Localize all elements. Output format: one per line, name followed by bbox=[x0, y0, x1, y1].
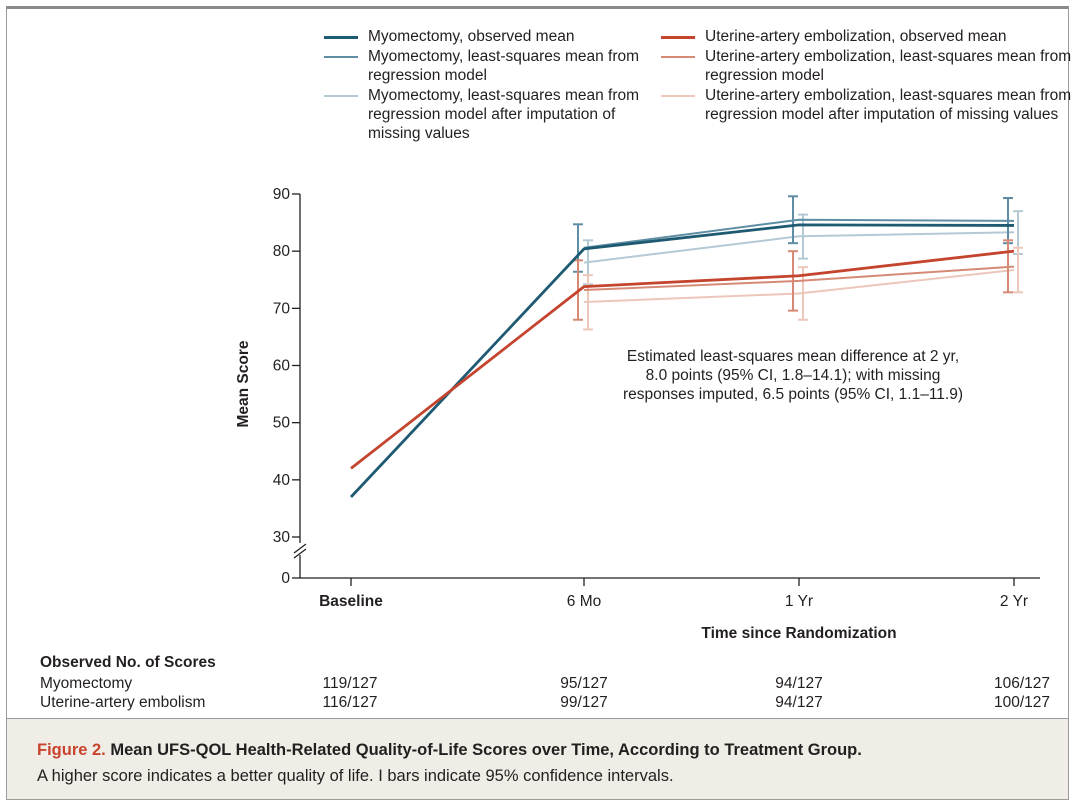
legend-entry: Uterine-artery embolization, least-squar… bbox=[661, 86, 1075, 124]
x-tick-label: 1 Yr bbox=[785, 593, 813, 610]
legend-swatch bbox=[661, 36, 695, 39]
error-bar bbox=[788, 195, 798, 245]
y-tick-label: 60 bbox=[273, 358, 291, 375]
figure-frame bbox=[6, 6, 1069, 800]
counts-row: Myomectomy 119/127 95/127 94/127 106/127 bbox=[40, 674, 1050, 693]
series-line bbox=[583, 269, 1015, 304]
line-chart: 0 30 40 50 60 70 80 90 Baseline 6 Mo 1 Yr 2 Yr Time … bbox=[235, 186, 1040, 642]
series-line bbox=[583, 231, 1015, 264]
counts-cell: 119/127 bbox=[322, 675, 378, 692]
y-axis-title: Mean Score bbox=[235, 340, 252, 427]
legend-swatch bbox=[324, 36, 358, 39]
error-bar bbox=[798, 213, 808, 260]
counts-cell: 106/127 bbox=[993, 675, 1050, 692]
figure-title: Mean UFS-QOL Health-Related Quality-of-L… bbox=[110, 741, 862, 759]
counts-cell: 94/127 bbox=[775, 675, 823, 692]
legend-swatch bbox=[324, 95, 358, 97]
series-line bbox=[583, 218, 1015, 249]
legend-label: Uterine-artery embolization, observed me… bbox=[705, 28, 1007, 45]
counts-row: Uterine-artery embolism 116/127 99/127 94/1… bbox=[40, 693, 1050, 712]
legend-myomectomy: Myomectomy, observed mean Myomectomy, lea… bbox=[324, 27, 644, 144]
counts-cell: 99/127 bbox=[560, 694, 608, 711]
annotation-text: Estimated least-squares mean difference … bbox=[623, 348, 963, 403]
legend-entry: Uterine-artery embolization, least-squar… bbox=[661, 47, 1075, 85]
legend-entry: Myomectomy, least-squares mean from regr… bbox=[324, 86, 668, 143]
error-bar bbox=[583, 274, 593, 331]
counts-row-label: Myomectomy bbox=[40, 675, 133, 692]
axis-break-mark bbox=[293, 548, 307, 559]
legend-label: Uterine-artery embolization, least-squar… bbox=[705, 48, 1072, 84]
y-tick-label: 30 bbox=[273, 529, 291, 546]
counts-cell: 95/127 bbox=[560, 675, 608, 692]
y-tick-label: 70 bbox=[273, 300, 291, 317]
legend-swatch bbox=[661, 56, 695, 58]
counts-cell: 100/127 bbox=[993, 694, 1050, 711]
observed-counts-table: Observed No. of Scores Myomectomy 119/127… bbox=[40, 652, 1050, 712]
x-tick-label: Baseline bbox=[319, 593, 383, 610]
legend-label: Myomectomy, observed mean bbox=[368, 28, 575, 45]
error-bar bbox=[788, 250, 798, 312]
axis-break-mark bbox=[293, 543, 307, 554]
annotation-line: 8.0 points (95% CI, 1.8–14.1); with miss… bbox=[646, 367, 941, 384]
annotation-line: Estimated least-squares mean difference … bbox=[627, 348, 959, 365]
legend-uae: Uterine-artery embolization, observed me… bbox=[661, 27, 1071, 125]
annotation-line: responses imputed, 6.5 points (95% CI, 1… bbox=[623, 386, 963, 403]
series-line bbox=[583, 265, 1015, 292]
x-tick-label: 2 Yr bbox=[1000, 593, 1028, 610]
y-tick-label: 0 bbox=[281, 570, 290, 587]
error-bar bbox=[1013, 246, 1023, 294]
y-tick-label: 40 bbox=[273, 472, 291, 489]
legend-entry: Uterine-artery embolization, observed me… bbox=[661, 27, 1075, 46]
legend-swatch bbox=[324, 56, 358, 58]
legend-label: Myomectomy, least-squares mean from regr… bbox=[368, 48, 640, 84]
error-bar bbox=[1003, 239, 1013, 294]
counts-header: Observed No. of Scores bbox=[40, 654, 216, 671]
legend-entry: Myomectomy, observed mean bbox=[324, 27, 668, 46]
figure-caption: Figure 2. Mean UFS-QOL Health-Related Qu… bbox=[7, 718, 1068, 799]
counts-cell: 94/127 bbox=[775, 694, 823, 711]
legend-label: Myomectomy, least-squares mean from regr… bbox=[368, 87, 640, 142]
legend-entry: Myomectomy, least-squares mean from regr… bbox=[324, 47, 668, 85]
counts-row-label: Uterine-artery embolism bbox=[40, 694, 206, 711]
series-line bbox=[349, 223, 1015, 498]
y-tick-label: 50 bbox=[273, 415, 291, 432]
y-tick-label: 80 bbox=[273, 243, 291, 260]
figure-note: A higher score indicates a better qualit… bbox=[37, 767, 674, 785]
legend-swatch bbox=[661, 95, 695, 97]
counts-cell: 116/127 bbox=[322, 694, 378, 711]
legend-label: Uterine-artery embolization, least-squar… bbox=[705, 87, 1072, 123]
figure-number: Figure 2. bbox=[37, 741, 106, 759]
x-axis-title: Time since Randomization bbox=[701, 625, 896, 642]
series-line bbox=[350, 249, 1015, 470]
x-tick-label: 6 Mo bbox=[567, 593, 601, 610]
y-tick-label: 90 bbox=[273, 186, 291, 203]
